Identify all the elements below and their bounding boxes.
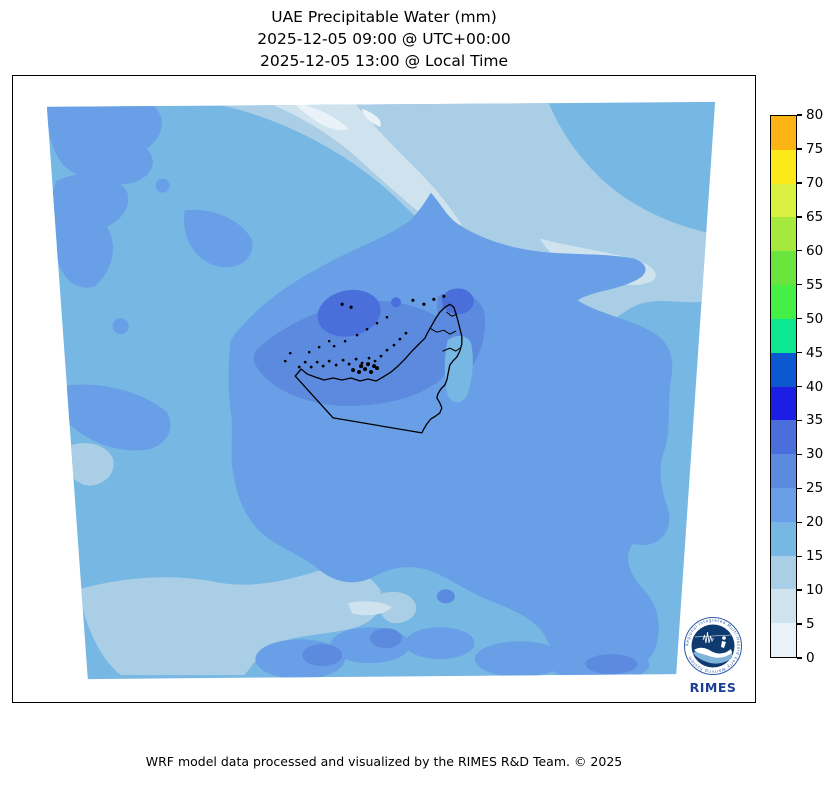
colorbar-segment [771,589,796,624]
title-line-utc-time: 2025-12-05 09:00 @ UTC+00:00 [257,30,511,48]
colorbar-segment [771,318,796,353]
colorbar-segment [771,285,796,319]
logo-wordmark: RIMES [689,680,737,695]
colorbar-tickmark [797,453,802,456]
figure-title: UAE Precipitable Water (mm) 2025-12-05 0… [0,6,768,72]
colorbar-tickmark [797,351,802,354]
colorbar-tickmark [797,657,802,659]
colorbar-tickmark [797,182,802,184]
precipitable-water-map [46,101,716,680]
colorbar-segment [771,386,796,421]
logo-figure-icon [722,636,726,640]
colorbar [770,115,797,658]
contour-level-0-5 [295,102,381,131]
colorbar-segment [771,116,796,150]
colorbar-ticks: 0 5 10 15 20 25 30 35 40 45 50 55 60 65 70 75 80 [797,108,835,665]
contour-level-25-30 [253,291,638,675]
title-line-local-time: 2025-12-05 13:00 @ Local Time [259,52,509,70]
colorbar-segment [771,352,796,387]
islands-dots [283,294,446,375]
map-axes-frame [12,75,756,703]
colorbar-tickmark [797,148,802,150]
colorbar-tickmark [797,419,802,422]
title-line-variable: UAE Precipitable Water (mm) [271,8,497,26]
colorbar-segment [771,487,796,522]
logo-figure-body [721,641,726,648]
colorbar-tickmark [797,385,802,388]
colorbar-segments [771,116,796,657]
colorbar-segment [771,149,796,184]
colorbar-tickmark [797,284,802,286]
colorbar-segment [771,521,796,556]
colorbar-segment [771,454,796,488]
colorbar-tickmark [797,623,802,625]
logo-horizon-line [694,634,732,638]
colorbar-segment [771,555,796,590]
colorbar-segment [771,251,796,286]
colorbar-tickmark [797,317,802,320]
rimes-logo-emblem: Regional Integrated Multi-Hazard Early W… [684,617,742,675]
footer-credit: WRF model data processed and visualized … [145,754,623,769]
rimes-logo: Regional Integrated Multi-Hazard Early W… [682,615,744,695]
colorbar-segment [771,623,796,657]
uae-border-outline [294,303,463,434]
colorbar-tickmark [797,555,802,557]
colorbar-tickmark [797,589,802,591]
contour-level-30-35 [317,288,474,337]
colorbar-tickmark [797,250,802,252]
colorbar-segment [771,183,796,218]
logo-wave-white [694,647,732,658]
colorbar-tickmark [797,521,802,523]
colorbar-segment [771,420,796,455]
colorbar-tickmark [797,114,802,116]
east-coast-light-strip [444,335,473,403]
colorbar-tickmark [797,216,802,218]
colorbar-tickmark [797,487,802,490]
colorbar-segment [771,217,796,252]
